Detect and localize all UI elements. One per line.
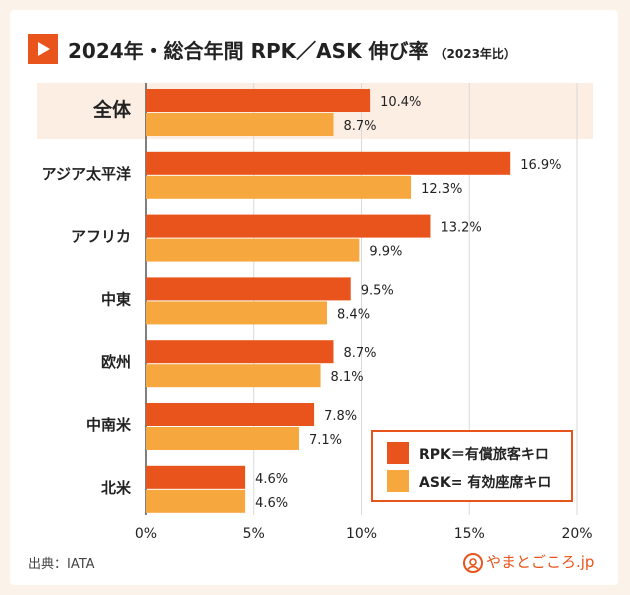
bar-rpk bbox=[146, 465, 246, 489]
chart-title-sub: （2023年比） bbox=[434, 47, 516, 61]
data-label: 10.4% bbox=[380, 95, 421, 110]
bar-ask bbox=[146, 489, 246, 513]
bar-rpk bbox=[146, 340, 334, 364]
category-label: 中東 bbox=[101, 290, 131, 308]
bar-rpk bbox=[146, 403, 315, 426]
category-label: 北米 bbox=[101, 479, 132, 497]
bar-ask bbox=[146, 175, 412, 199]
play-icon bbox=[28, 34, 58, 64]
bar-rpk bbox=[146, 89, 371, 112]
legend-label-ask: ASK= 有効座席キロ bbox=[419, 475, 552, 491]
data-label: 12.3% bbox=[421, 182, 462, 197]
category-label: アフリカ bbox=[71, 228, 131, 246]
category-label: 全体 bbox=[92, 98, 132, 121]
bar-ask bbox=[146, 364, 321, 388]
bar-rpk bbox=[146, 277, 351, 301]
x-tick-label: 5% bbox=[243, 526, 265, 542]
legend-swatch-ask bbox=[387, 470, 409, 492]
data-label: 7.1% bbox=[309, 433, 342, 448]
chart-title: 2024年・総合年間 RPK／ASK 伸び率 （2023年比） bbox=[68, 35, 516, 64]
data-label: 4.6% bbox=[255, 496, 288, 511]
data-label: 4.6% bbox=[255, 472, 288, 487]
data-label: 9.9% bbox=[369, 245, 402, 260]
bar-rpk bbox=[146, 151, 511, 175]
category-label: 中南米 bbox=[86, 416, 132, 434]
category-label: 欧州 bbox=[101, 353, 131, 371]
data-label: 16.9% bbox=[520, 158, 561, 173]
bar-ask bbox=[146, 238, 360, 262]
data-label: 13.2% bbox=[440, 221, 481, 236]
bar-ask bbox=[146, 301, 328, 325]
brand-name: やまとごころ.jp bbox=[486, 553, 595, 571]
x-tick-label: 20% bbox=[561, 526, 592, 542]
data-label: 8.4% bbox=[337, 307, 370, 322]
bar-ask bbox=[146, 113, 334, 136]
x-tick-label: 10% bbox=[346, 526, 377, 542]
bar-rpk bbox=[146, 214, 431, 238]
data-label: 8.7% bbox=[343, 119, 376, 134]
brand-icon bbox=[463, 553, 483, 573]
source-note: 出典：IATA bbox=[28, 557, 95, 572]
data-label: 7.8% bbox=[324, 409, 357, 424]
data-label: 8.1% bbox=[331, 370, 364, 385]
chart-title-main: 2024年・総合年間 RPK／ASK 伸び率 bbox=[68, 39, 429, 63]
x-tick-label: 15% bbox=[454, 526, 485, 542]
bar-ask bbox=[146, 427, 300, 450]
data-label: 8.7% bbox=[343, 346, 376, 361]
category-label: アジア太平洋 bbox=[42, 165, 131, 183]
legend-swatch-rpk bbox=[387, 442, 409, 464]
legend: RPK＝有償旅客キロ ASK= 有効座席キロ bbox=[371, 430, 573, 502]
data-label: 9.5% bbox=[361, 283, 394, 298]
legend-label-rpk: RPK＝有償旅客キロ bbox=[419, 447, 549, 463]
x-tick-label: 0% bbox=[135, 526, 157, 542]
